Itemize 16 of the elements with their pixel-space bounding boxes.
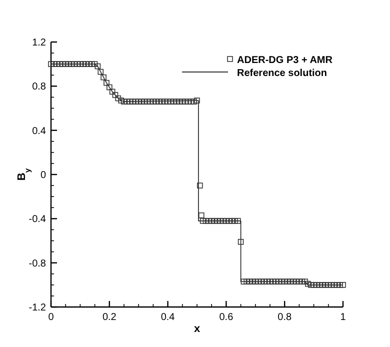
y-tick-label: -0.8 (28, 258, 46, 270)
y-tick-label: -0.4 (28, 214, 46, 226)
y-tick-label: -1.2 (28, 302, 46, 314)
x-tick-label: 1 (340, 312, 346, 323)
x-tick-label: 0.2 (102, 312, 117, 323)
y-tick-label: 1.2 (32, 38, 46, 48)
legend-label: ADER-DG P3 + AMR (237, 55, 334, 66)
x-tick-label: 0.4 (160, 312, 176, 323)
y-tick-label: 0.8 (32, 82, 46, 93)
y-tick-label: 0.4 (32, 126, 46, 137)
legend-label: Reference solution (237, 68, 328, 79)
x-axis-title: x (194, 323, 201, 335)
y-tick-label: 0 (40, 170, 46, 181)
x-tick-label: 0 (48, 312, 54, 323)
x-tick-label: 0.6 (219, 312, 234, 323)
x-tick-label: 0.8 (278, 312, 292, 323)
